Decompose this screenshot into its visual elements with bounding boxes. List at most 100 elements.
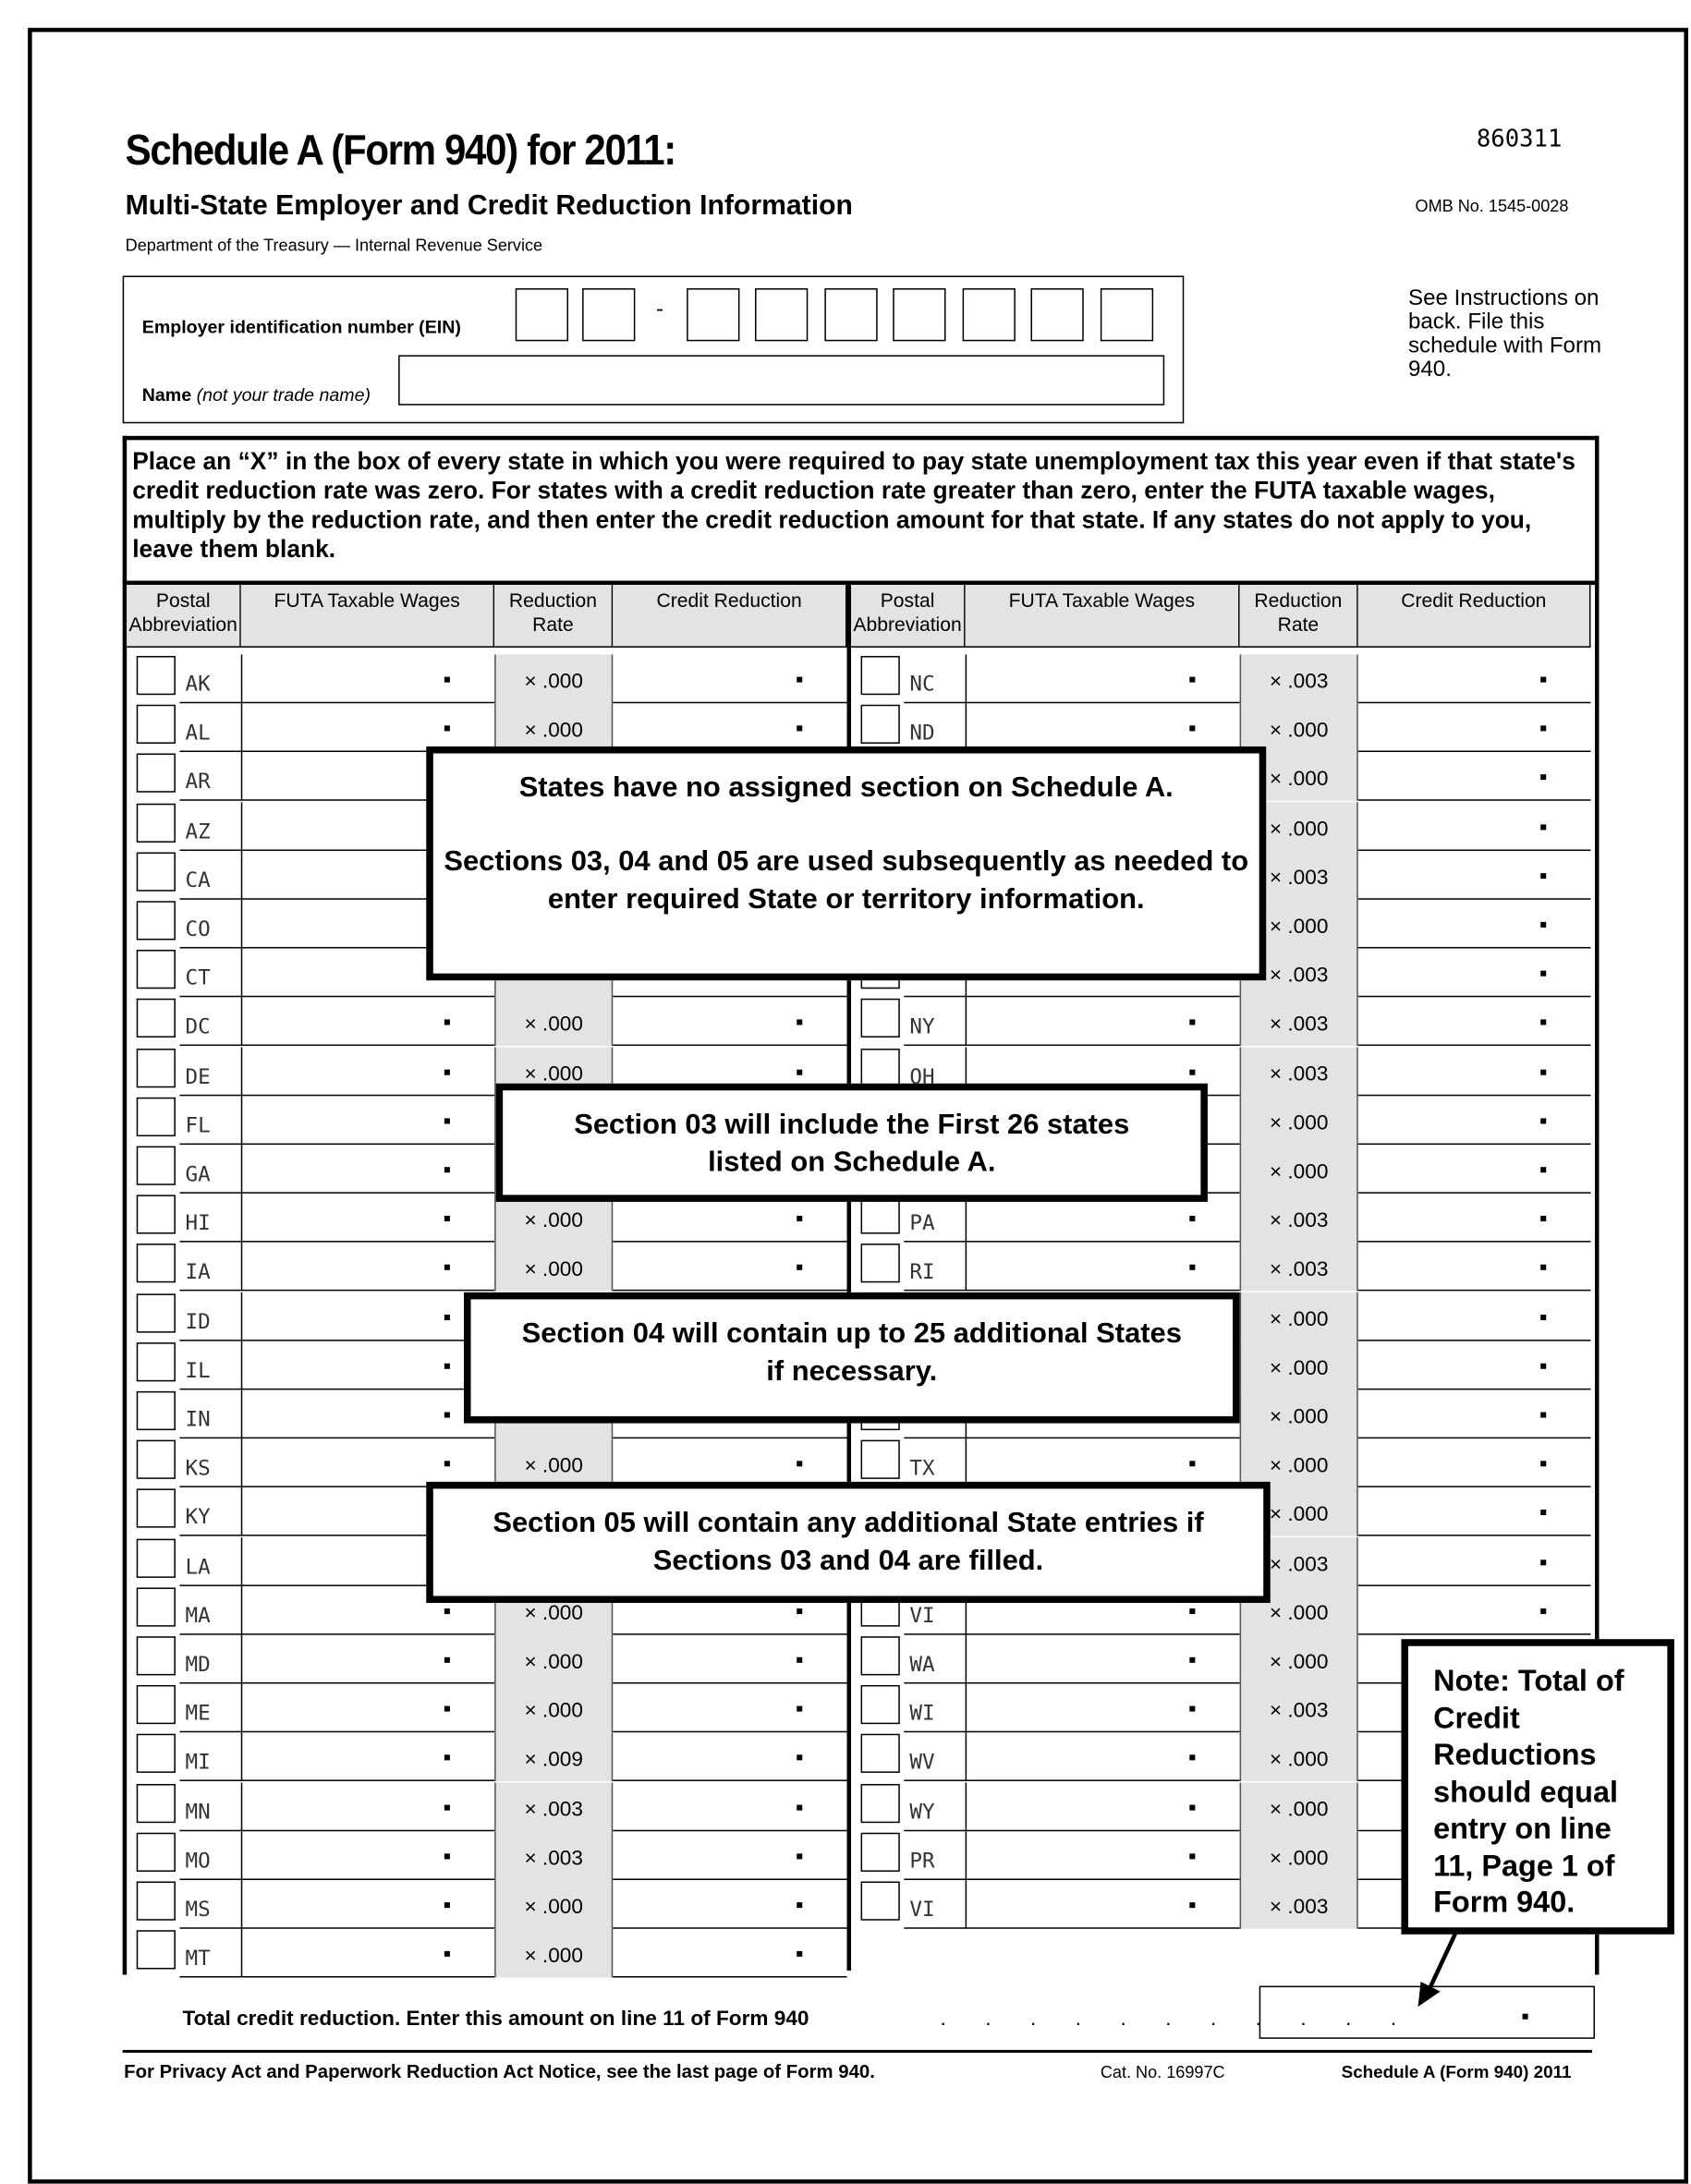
state-checkbox[interactable]	[136, 950, 176, 989]
state-checkbox[interactable]	[136, 754, 176, 794]
credit-reduction-field[interactable]	[613, 1782, 847, 1831]
total-credit-reduction-field[interactable]	[1259, 1985, 1595, 2039]
futa-wages-field[interactable]	[240, 1046, 495, 1096]
ein-digit-box[interactable]	[755, 288, 809, 342]
credit-reduction-field[interactable]	[613, 1880, 847, 1929]
state-checkbox[interactable]	[136, 1734, 176, 1774]
state-checkbox[interactable]	[860, 999, 900, 1038]
futa-wages-field[interactable]	[965, 1194, 1240, 1243]
credit-reduction-field[interactable]	[1357, 753, 1591, 802]
state-checkbox[interactable]	[860, 1685, 900, 1725]
state-checkbox[interactable]	[136, 1587, 176, 1627]
state-checkbox[interactable]	[860, 1832, 900, 1872]
credit-reduction-field[interactable]	[1357, 802, 1591, 851]
futa-wages-field[interactable]	[240, 1292, 495, 1341]
credit-reduction-field[interactable]	[613, 1438, 847, 1488]
state-checkbox[interactable]	[136, 1146, 176, 1185]
credit-reduction-field[interactable]	[613, 1929, 847, 1978]
state-checkbox[interactable]	[860, 655, 900, 696]
state-checkbox[interactable]	[860, 1636, 900, 1676]
futa-wages-field[interactable]	[965, 654, 1240, 704]
state-checkbox[interactable]	[136, 1097, 176, 1136]
state-checkbox[interactable]	[136, 705, 176, 745]
futa-wages-field[interactable]	[965, 1830, 1240, 1880]
credit-reduction-field[interactable]	[1357, 998, 1591, 1047]
state-checkbox[interactable]	[860, 1783, 900, 1823]
state-checkbox[interactable]	[136, 1439, 176, 1480]
state-checkbox[interactable]	[136, 1292, 176, 1332]
ein-digit-box[interactable]	[515, 288, 569, 342]
futa-wages-field[interactable]	[240, 703, 495, 753]
futa-wages-field[interactable]	[240, 1879, 495, 1929]
state-checkbox[interactable]	[136, 803, 176, 843]
state-checkbox[interactable]	[860, 1244, 900, 1283]
state-checkbox[interactable]	[136, 1930, 176, 1970]
futa-wages-field[interactable]	[240, 1929, 495, 1978]
state-checkbox[interactable]	[860, 705, 900, 745]
state-checkbox[interactable]	[136, 1341, 176, 1382]
credit-reduction-field[interactable]	[613, 1684, 847, 1733]
credit-reduction-field[interactable]	[613, 704, 847, 753]
futa-wages-field[interactable]	[240, 1732, 495, 1782]
credit-reduction-field[interactable]	[1357, 851, 1591, 900]
state-checkbox[interactable]	[136, 901, 176, 940]
futa-wages-field[interactable]	[240, 654, 495, 704]
state-checkbox[interactable]	[136, 1244, 176, 1283]
state-checkbox[interactable]	[136, 1832, 176, 1872]
futa-wages-field[interactable]	[240, 1243, 495, 1292]
credit-reduction-field[interactable]	[1357, 900, 1591, 949]
credit-reduction-field[interactable]	[613, 1243, 847, 1292]
futa-wages-field[interactable]	[240, 1341, 495, 1390]
futa-wages-field[interactable]	[240, 1830, 495, 1880]
futa-wages-field[interactable]	[965, 1879, 1240, 1929]
futa-wages-field[interactable]	[240, 997, 495, 1047]
state-checkbox[interactable]	[136, 1783, 176, 1823]
futa-wages-field[interactable]	[965, 703, 1240, 753]
ein-digit-box[interactable]	[893, 288, 946, 342]
ein-digit-box[interactable]	[1030, 288, 1084, 342]
state-checkbox[interactable]	[136, 1488, 176, 1529]
futa-wages-field[interactable]	[240, 1194, 495, 1243]
state-checkbox[interactable]	[860, 1881, 900, 1921]
name-field[interactable]	[398, 355, 1165, 406]
credit-reduction-field[interactable]	[1357, 949, 1591, 998]
state-checkbox[interactable]	[136, 1048, 176, 1087]
futa-wages-field[interactable]	[965, 1683, 1240, 1733]
futa-wages-field[interactable]	[965, 1634, 1240, 1684]
futa-wages-field[interactable]	[240, 1585, 495, 1635]
futa-wages-field[interactable]	[240, 1096, 495, 1145]
futa-wages-field[interactable]	[240, 1145, 495, 1194]
ein-digit-box[interactable]	[824, 288, 878, 342]
credit-reduction-field[interactable]	[613, 1831, 847, 1880]
credit-reduction-field[interactable]	[1357, 1292, 1591, 1341]
state-checkbox[interactable]	[136, 852, 176, 892]
futa-wages-field[interactable]	[965, 1243, 1240, 1292]
credit-reduction-field[interactable]	[1357, 1537, 1591, 1586]
ein-digit-box[interactable]	[687, 288, 740, 342]
state-checkbox[interactable]	[136, 1390, 176, 1431]
state-checkbox[interactable]	[136, 999, 176, 1038]
credit-reduction-field[interactable]	[1357, 1341, 1591, 1390]
state-checkbox[interactable]	[136, 1685, 176, 1725]
futa-wages-field[interactable]	[965, 1781, 1240, 1831]
credit-reduction-field[interactable]	[1357, 1096, 1591, 1145]
credit-reduction-field[interactable]	[613, 1733, 847, 1782]
credit-reduction-field[interactable]	[613, 998, 847, 1047]
credit-reduction-field[interactable]	[1357, 654, 1591, 704]
futa-wages-field[interactable]	[240, 1634, 495, 1684]
state-checkbox[interactable]	[860, 1439, 900, 1480]
futa-wages-field[interactable]	[240, 1781, 495, 1831]
state-checkbox[interactable]	[136, 1636, 176, 1676]
credit-reduction-field[interactable]	[1357, 1145, 1591, 1194]
futa-wages-field[interactable]	[965, 1732, 1240, 1782]
futa-wages-field[interactable]	[240, 1683, 495, 1733]
futa-wages-field[interactable]	[240, 1389, 495, 1439]
state-checkbox[interactable]	[136, 1538, 176, 1578]
credit-reduction-field[interactable]	[1357, 1243, 1591, 1292]
state-checkbox[interactable]	[136, 1195, 176, 1234]
futa-wages-field[interactable]	[965, 1585, 1240, 1635]
ein-digit-box[interactable]	[582, 288, 636, 342]
credit-reduction-field[interactable]	[1357, 1047, 1591, 1096]
futa-wages-field[interactable]	[240, 1438, 495, 1488]
credit-reduction-field[interactable]	[1357, 1389, 1591, 1439]
